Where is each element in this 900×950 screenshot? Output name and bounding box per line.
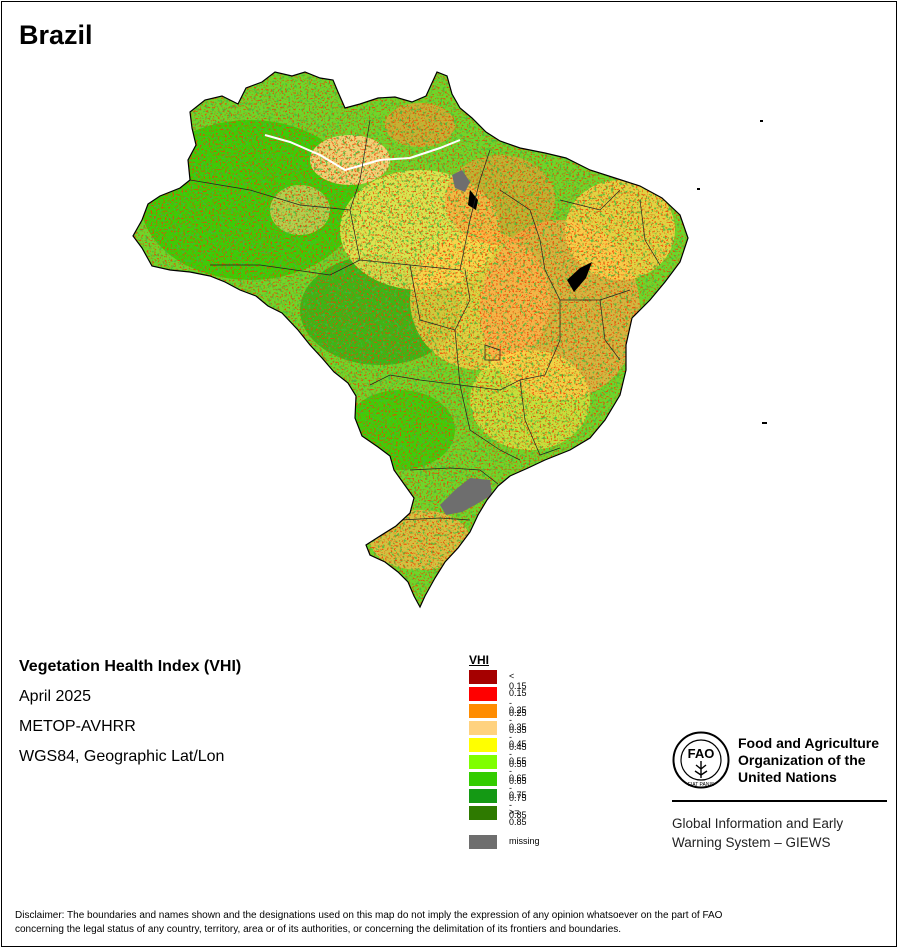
vhi-legend: VHI < 0.15 0.15 - 0.25 0.25 - 0.35 0.35 - 0…	[469, 652, 540, 852]
period: April 2025	[19, 688, 92, 705]
island-marker	[697, 188, 700, 190]
legend-swatch	[469, 772, 497, 786]
legend-row: < 0.15	[469, 670, 527, 691]
island-marker	[760, 120, 763, 122]
legend-row: 0.75 - 0.85	[469, 789, 527, 820]
projection: WGS84, Geographic Lat/Lon	[19, 748, 225, 765]
legend-row: 0.55 - 0.65	[469, 755, 527, 786]
legend-label: < 0.15	[509, 671, 527, 691]
index-name: Vegetation Health Index (VHI)	[19, 658, 242, 675]
map-info: Vegetation Health Index (VHI) April 2025…	[19, 656, 241, 776]
disclaimer: Disclaimer: The boundaries and names sho…	[15, 910, 723, 935]
vhi-map	[132, 71, 767, 608]
sensor: METOP-AVHRR	[19, 718, 136, 735]
legend-label: 0.15 - 0.25	[509, 688, 527, 718]
giews-text: Global Information and Early Warning Sys…	[672, 816, 844, 850]
legend-swatch	[469, 704, 497, 718]
vhi-raster	[133, 72, 688, 607]
legend-label: 0.55 - 0.65	[509, 756, 527, 786]
legend-row: 0.25 - 0.35	[469, 704, 527, 735]
legend-title: VHI	[469, 653, 490, 667]
legend-label-missing: missing	[509, 836, 540, 846]
legend-swatch	[469, 721, 497, 735]
legend-swatch	[469, 806, 497, 820]
state-boundaries	[189, 119, 661, 521]
legend-row: 0.15 - 0.25	[469, 687, 527, 718]
legend-swatch	[469, 789, 497, 803]
legend-swatch	[469, 738, 497, 752]
island-marker	[762, 422, 767, 424]
legend-label: 0.65 - 0.75	[509, 773, 527, 803]
legend-swatch	[469, 755, 497, 769]
legend-label: >= 0.85	[509, 807, 527, 827]
legend-swatch	[469, 687, 497, 701]
legend-row-missing: missing	[469, 835, 540, 852]
legend-label: 0.25 - 0.35	[509, 705, 527, 735]
legend-label: 0.45 - 0.55	[509, 739, 527, 769]
logo-divider	[672, 800, 887, 802]
legend-row: 0.35 - 0.45	[469, 721, 527, 752]
map-title: Brazil	[19, 20, 93, 50]
legend-label: 0.35 - 0.45	[509, 722, 527, 752]
legend-swatch	[469, 670, 497, 684]
legend-row: 0.45 - 0.55	[469, 738, 527, 769]
fao-emblem: FAO FIAT PANIS	[672, 731, 730, 789]
legend-swatch-missing	[469, 835, 497, 849]
svg-text:FIAT PANIS: FIAT PANIS	[688, 782, 715, 788]
fao-name: Food and Agriculture Organization of the…	[738, 735, 880, 785]
svg-text:FAO: FAO	[688, 746, 715, 761]
legend-row: >= 0.85	[469, 806, 527, 827]
legend-row: 0.65 - 0.75	[469, 772, 527, 803]
legend-label: 0.75 - 0.85	[509, 790, 527, 820]
